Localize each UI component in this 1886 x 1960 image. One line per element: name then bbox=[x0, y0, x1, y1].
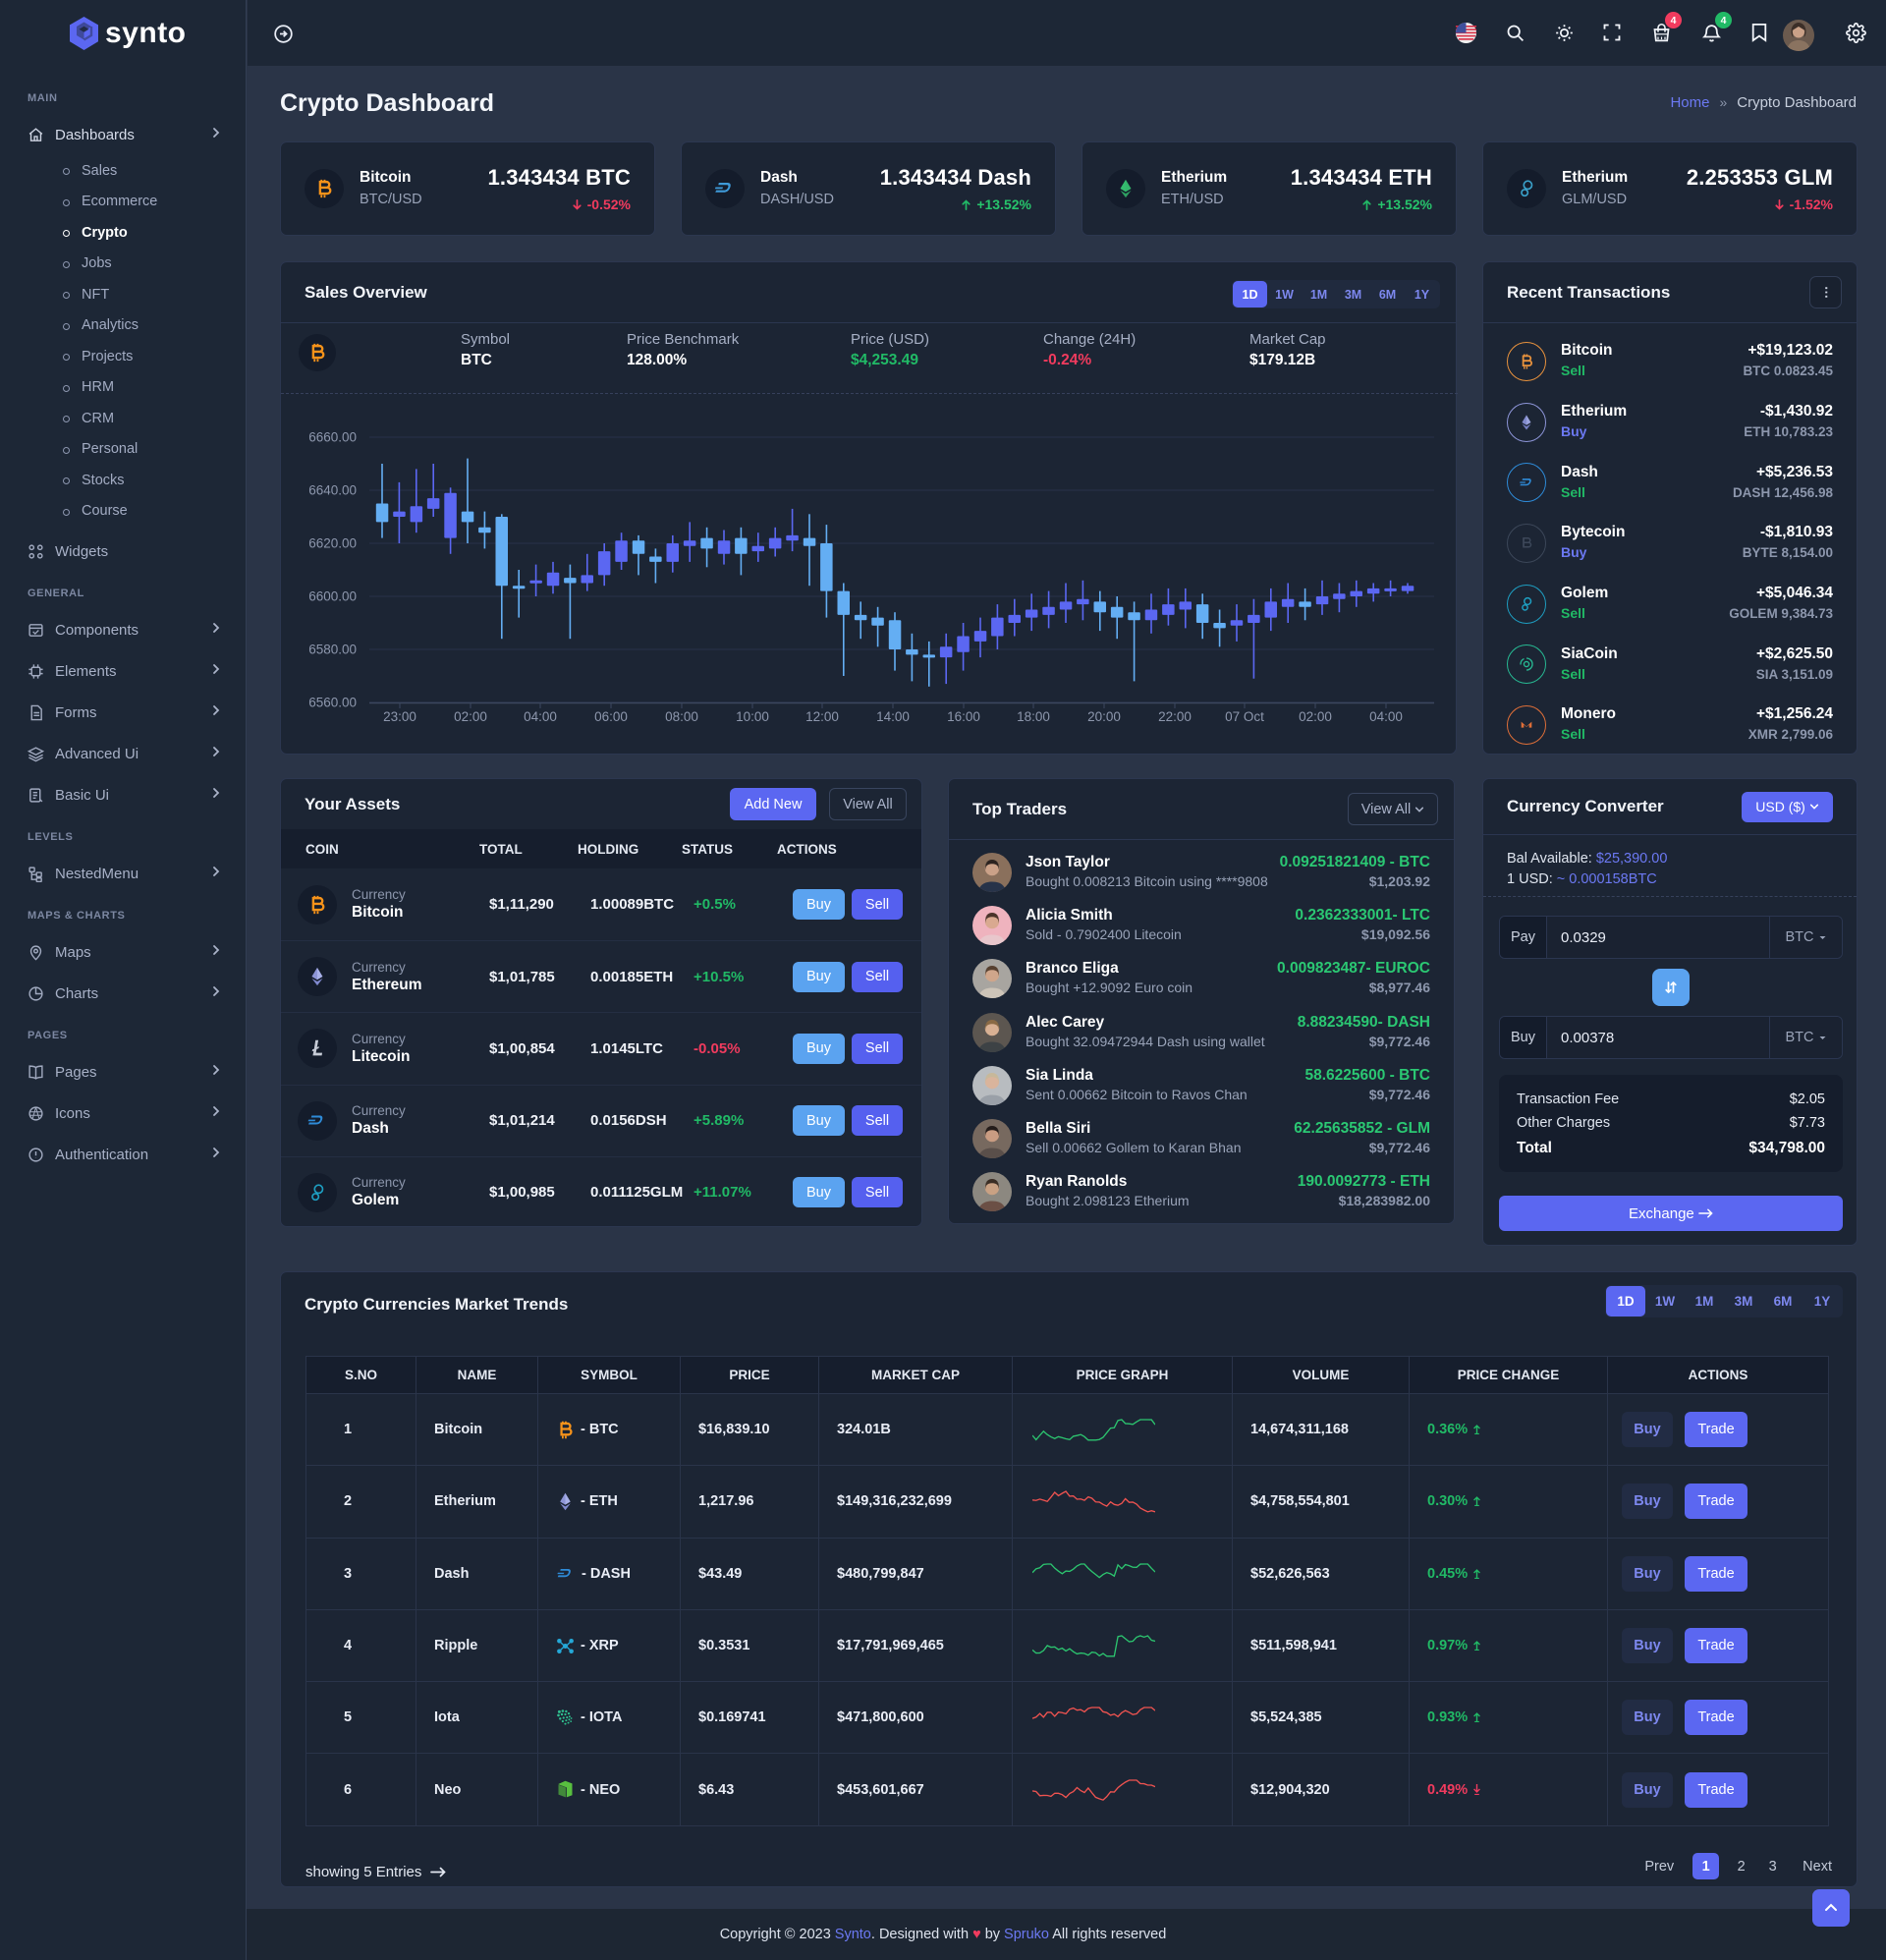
svg-text:08:00: 08:00 bbox=[665, 709, 698, 724]
svg-text:04:00: 04:00 bbox=[524, 709, 557, 724]
svg-text:22:00: 22:00 bbox=[1158, 709, 1192, 724]
svg-text:12:00: 12:00 bbox=[805, 709, 839, 724]
svg-text:6640.00: 6640.00 bbox=[308, 483, 357, 498]
svg-text:02:00: 02:00 bbox=[1299, 709, 1332, 724]
svg-text:02:00: 02:00 bbox=[454, 709, 487, 724]
svg-text:14:00: 14:00 bbox=[876, 709, 910, 724]
svg-text:16:00: 16:00 bbox=[947, 709, 980, 724]
svg-text:04:00: 04:00 bbox=[1369, 709, 1403, 724]
svg-text:6660.00: 6660.00 bbox=[308, 430, 357, 445]
svg-text:6600.00: 6600.00 bbox=[308, 589, 357, 604]
svg-text:23:00: 23:00 bbox=[383, 709, 416, 724]
svg-text:6580.00: 6580.00 bbox=[308, 643, 357, 657]
svg-text:20:00: 20:00 bbox=[1087, 709, 1121, 724]
svg-text:18:00: 18:00 bbox=[1017, 709, 1050, 724]
svg-text:6560.00: 6560.00 bbox=[308, 696, 357, 710]
svg-text:07 Oct: 07 Oct bbox=[1225, 709, 1264, 724]
svg-text:10:00: 10:00 bbox=[736, 709, 769, 724]
svg-text:06:00: 06:00 bbox=[594, 709, 628, 724]
svg-text:6620.00: 6620.00 bbox=[308, 536, 357, 551]
